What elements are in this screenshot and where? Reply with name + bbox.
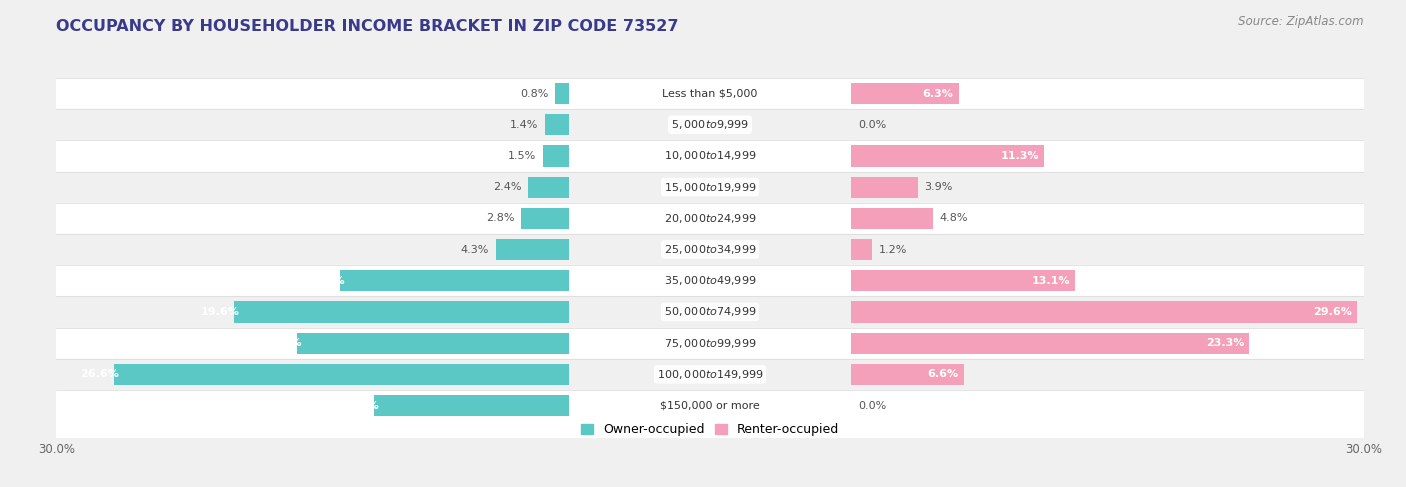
Bar bbox=[56, 265, 569, 296]
Bar bbox=[233, 301, 569, 322]
Text: $100,000 to $149,999: $100,000 to $149,999 bbox=[657, 368, 763, 381]
Bar bbox=[851, 171, 1364, 203]
Text: OCCUPANCY BY HOUSEHOLDER INCOME BRACKET IN ZIP CODE 73527: OCCUPANCY BY HOUSEHOLDER INCOME BRACKET … bbox=[56, 19, 679, 34]
Bar bbox=[543, 145, 569, 167]
Text: 4.8%: 4.8% bbox=[941, 213, 969, 224]
Bar bbox=[851, 296, 1364, 328]
Bar bbox=[56, 359, 569, 390]
Text: $25,000 to $34,999: $25,000 to $34,999 bbox=[664, 243, 756, 256]
Text: 13.4%: 13.4% bbox=[307, 276, 344, 286]
Legend: Owner-occupied, Renter-occupied: Owner-occupied, Renter-occupied bbox=[581, 423, 839, 436]
Bar bbox=[851, 234, 1364, 265]
Bar bbox=[569, 203, 851, 234]
Text: 0.0%: 0.0% bbox=[858, 120, 886, 130]
Text: $75,000 to $99,999: $75,000 to $99,999 bbox=[664, 337, 756, 350]
Bar bbox=[569, 328, 851, 359]
Bar bbox=[56, 296, 569, 328]
Bar bbox=[851, 109, 1364, 140]
Bar bbox=[555, 83, 569, 104]
Text: Source: ZipAtlas.com: Source: ZipAtlas.com bbox=[1239, 15, 1364, 28]
Text: 1.4%: 1.4% bbox=[510, 120, 538, 130]
Bar bbox=[569, 359, 851, 390]
Bar bbox=[851, 359, 1364, 390]
Text: $50,000 to $74,999: $50,000 to $74,999 bbox=[664, 305, 756, 318]
Bar bbox=[522, 208, 569, 229]
Text: 3.9%: 3.9% bbox=[925, 182, 953, 192]
Bar bbox=[569, 140, 851, 171]
Bar bbox=[56, 390, 569, 421]
Text: Less than $5,000: Less than $5,000 bbox=[662, 89, 758, 98]
Text: 2.8%: 2.8% bbox=[486, 213, 515, 224]
Text: 23.3%: 23.3% bbox=[1206, 338, 1244, 348]
Bar bbox=[569, 78, 851, 109]
Text: 2.4%: 2.4% bbox=[492, 182, 522, 192]
Bar bbox=[495, 239, 569, 260]
Text: 6.6%: 6.6% bbox=[928, 369, 959, 379]
Bar bbox=[851, 140, 1364, 171]
Text: 26.6%: 26.6% bbox=[80, 369, 120, 379]
Bar bbox=[569, 296, 851, 328]
Bar bbox=[529, 176, 569, 198]
Bar bbox=[851, 270, 1076, 291]
Text: 15.9%: 15.9% bbox=[264, 338, 302, 348]
Text: 6.3%: 6.3% bbox=[922, 89, 953, 98]
Text: $5,000 to $9,999: $5,000 to $9,999 bbox=[671, 118, 749, 131]
Bar bbox=[56, 234, 569, 265]
Text: 1.2%: 1.2% bbox=[879, 244, 907, 255]
Bar bbox=[340, 270, 569, 291]
Bar bbox=[546, 114, 569, 135]
Bar bbox=[569, 171, 851, 203]
Bar bbox=[374, 395, 569, 416]
Bar bbox=[56, 171, 569, 203]
Bar bbox=[851, 333, 1250, 354]
Bar bbox=[114, 364, 569, 385]
Bar bbox=[851, 208, 934, 229]
Bar bbox=[851, 364, 965, 385]
Text: $20,000 to $24,999: $20,000 to $24,999 bbox=[664, 212, 756, 225]
Bar bbox=[851, 145, 1045, 167]
Bar bbox=[851, 176, 918, 198]
Bar bbox=[56, 78, 569, 109]
Bar bbox=[851, 239, 872, 260]
Bar bbox=[851, 265, 1364, 296]
Bar bbox=[851, 301, 1357, 322]
Text: 1.5%: 1.5% bbox=[509, 151, 537, 161]
Bar bbox=[56, 140, 569, 171]
Bar bbox=[56, 109, 569, 140]
Text: 0.0%: 0.0% bbox=[858, 400, 886, 411]
Text: $15,000 to $19,999: $15,000 to $19,999 bbox=[664, 181, 756, 194]
Bar bbox=[56, 203, 569, 234]
Bar bbox=[569, 109, 851, 140]
Bar bbox=[56, 328, 569, 359]
Bar bbox=[569, 390, 851, 421]
Text: 11.3%: 11.3% bbox=[1001, 151, 1039, 161]
Text: 13.1%: 13.1% bbox=[1032, 276, 1070, 286]
Bar bbox=[851, 203, 1364, 234]
Text: 19.6%: 19.6% bbox=[200, 307, 239, 317]
Text: $150,000 or more: $150,000 or more bbox=[661, 400, 759, 411]
Bar bbox=[851, 78, 1364, 109]
Text: $10,000 to $14,999: $10,000 to $14,999 bbox=[664, 150, 756, 163]
Bar bbox=[851, 390, 1364, 421]
Bar bbox=[569, 234, 851, 265]
Bar bbox=[851, 83, 959, 104]
Text: 4.3%: 4.3% bbox=[460, 244, 489, 255]
Bar bbox=[569, 265, 851, 296]
Text: 29.6%: 29.6% bbox=[1313, 307, 1351, 317]
Text: $35,000 to $49,999: $35,000 to $49,999 bbox=[664, 274, 756, 287]
Text: 0.8%: 0.8% bbox=[520, 89, 548, 98]
Bar bbox=[297, 333, 569, 354]
Text: 11.4%: 11.4% bbox=[340, 400, 380, 411]
Bar bbox=[851, 328, 1364, 359]
